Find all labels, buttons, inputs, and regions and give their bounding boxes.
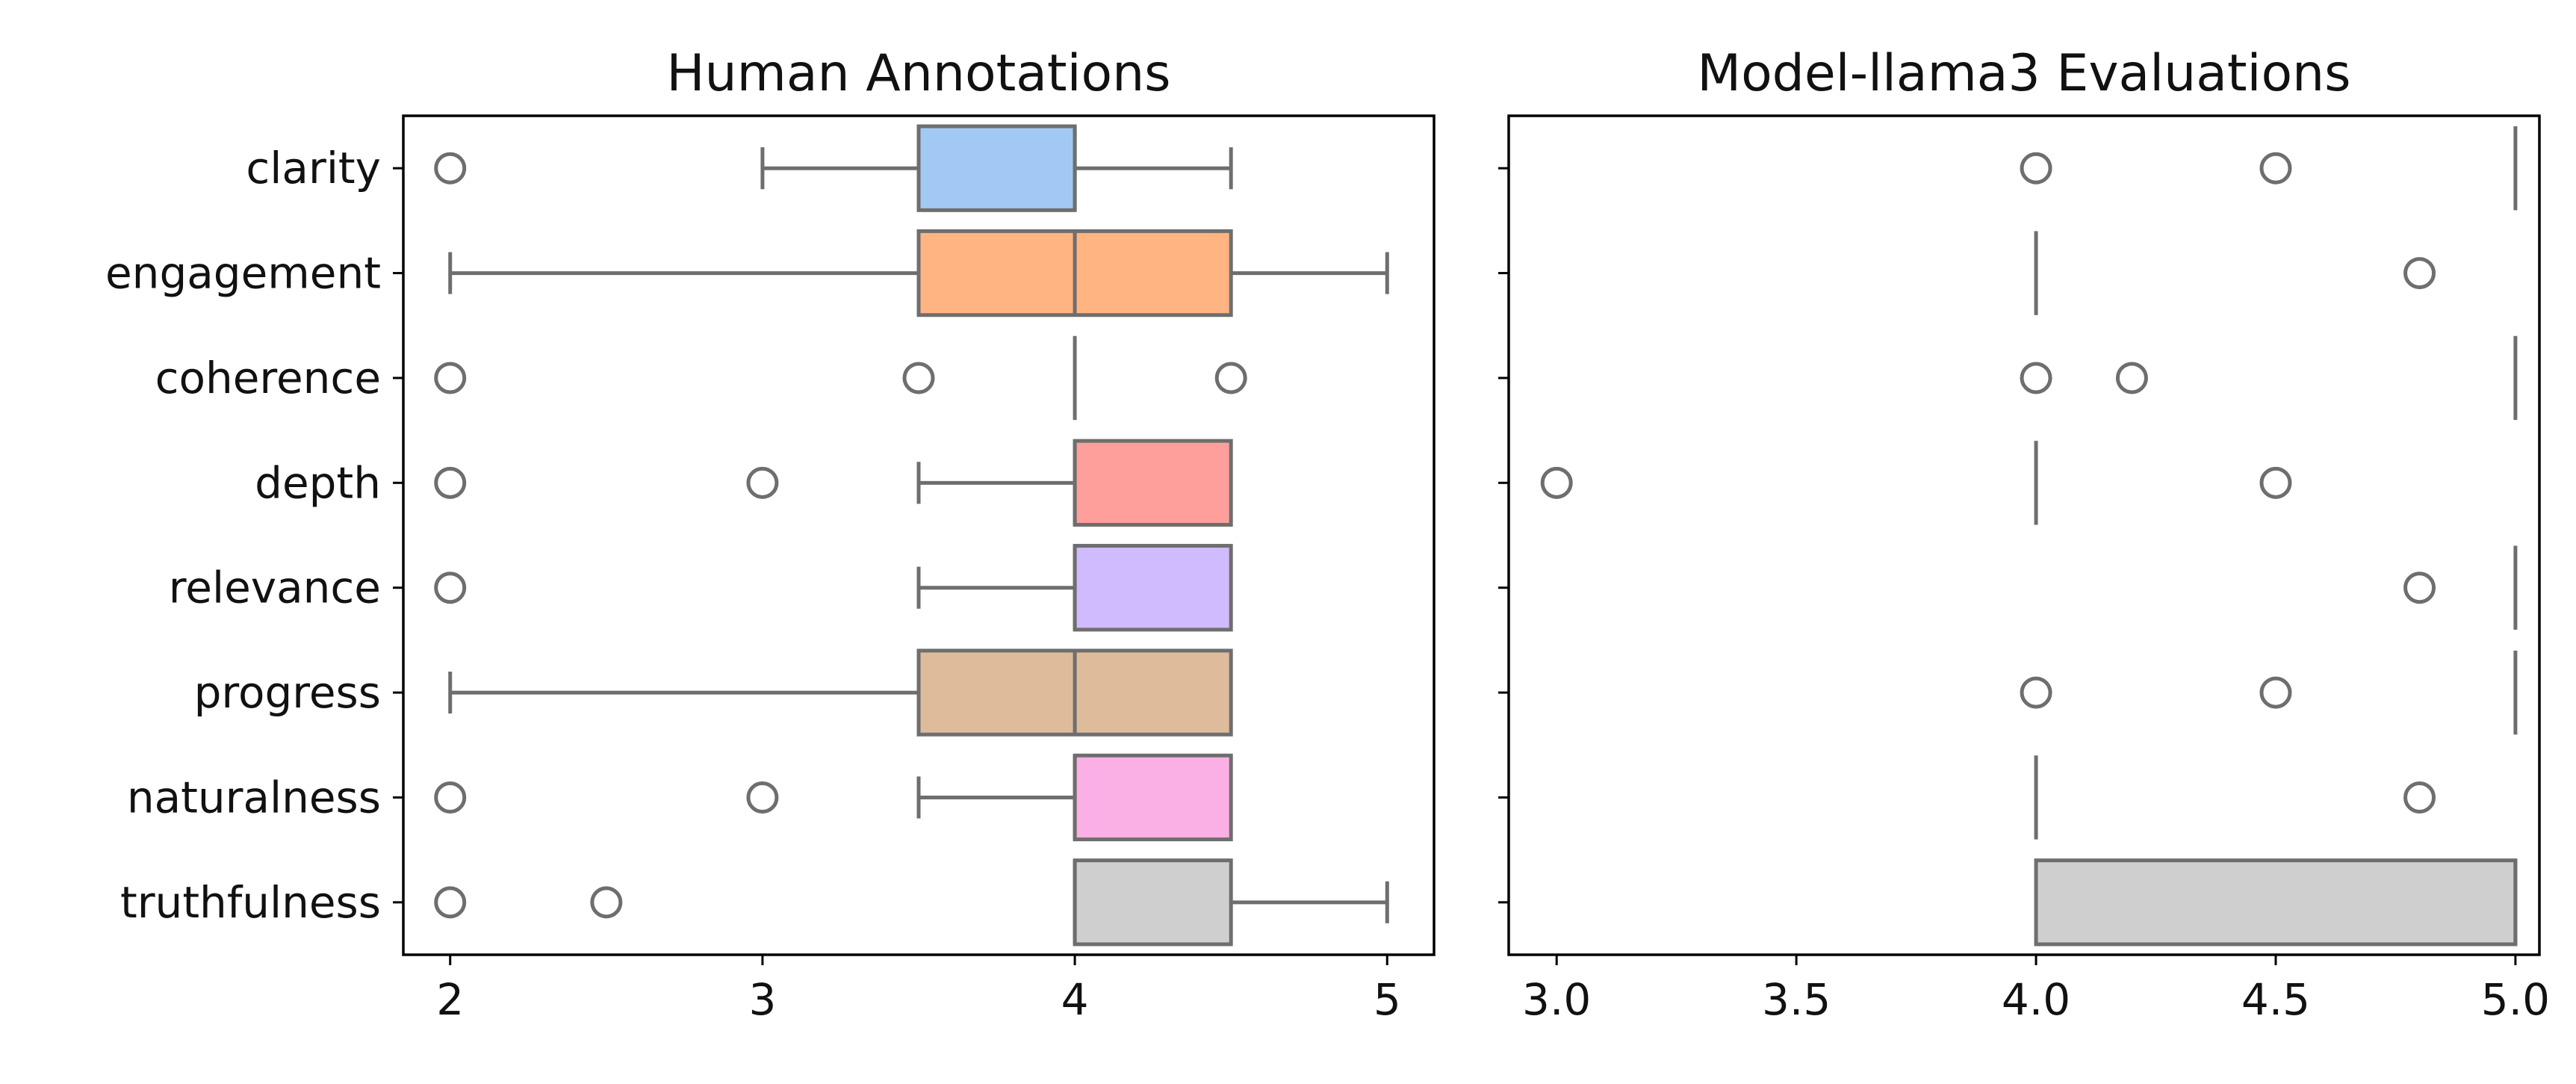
box-body (916, 124, 1077, 212)
outlier-point (1540, 466, 1573, 499)
chart-title: Human Annotations (666, 44, 1170, 103)
box-naturalness (2034, 755, 2436, 840)
x-tick-label: 2 (436, 974, 464, 1025)
outlier-point (2403, 781, 2436, 814)
outlier-point (2259, 676, 2292, 709)
box-engagement (448, 229, 1389, 318)
panel-human-annotations: Human Annotations 2 3 4 5 clarity engagement co… (105, 44, 1436, 1025)
box-clarity (2020, 126, 2518, 211)
box-truthfulness (2034, 858, 2518, 947)
x-tick-label: 5 (1374, 974, 1401, 1025)
box-naturalness (434, 753, 1233, 842)
y-tick-label-truthfulness: truthfulness (120, 877, 381, 928)
box-relevance (434, 544, 1233, 632)
y-tick-label-progress: progress (194, 667, 381, 718)
outlier-point (434, 362, 467, 394)
box-body (1073, 439, 1233, 527)
x-tick-label: 4.0 (2002, 974, 2070, 1025)
outlier-point (2259, 466, 2292, 499)
box-body (1073, 544, 1233, 632)
outlier-point (434, 572, 467, 604)
box-coherence (2020, 335, 2518, 421)
box-depth (1540, 441, 2292, 525)
box-engagement (2034, 231, 2436, 315)
box-body (1073, 858, 1233, 947)
outlier-point (434, 886, 467, 919)
outlier-point (2020, 362, 2052, 394)
x-tick-label: 4.5 (2241, 974, 2310, 1025)
outlier-point (434, 466, 467, 499)
y-tick-label-depth: depth (255, 457, 381, 508)
outlier-point (2115, 362, 2148, 394)
chart-title: Model-llama3 Evaluations (1697, 44, 2350, 103)
box-body (1073, 753, 1233, 842)
y-tick-label-engagement: engagement (105, 248, 381, 299)
outlier-point (1214, 362, 1247, 394)
outlier-point (590, 886, 623, 919)
y-tick-label-coherence: coherence (155, 353, 381, 403)
outlier-point (2020, 152, 2052, 185)
x-tick-label: 3 (748, 974, 776, 1025)
outlier-point (746, 781, 779, 814)
box-truthfulness (434, 858, 1389, 947)
outlier-point (746, 466, 779, 499)
box-depth (434, 439, 1233, 527)
outlier-point (2259, 152, 2292, 185)
box-relevance (2403, 545, 2518, 630)
outlier-point (2403, 257, 2436, 290)
x-tick-label: 4 (1061, 974, 1089, 1025)
axes-frame (402, 114, 1436, 956)
x-tick-label: 3.0 (1522, 974, 1591, 1025)
outlier-point (2020, 676, 2052, 709)
box-clarity (434, 124, 1233, 212)
x-tick-label: 5.0 (2481, 974, 2550, 1025)
x-tick-label: 3.5 (1762, 974, 1831, 1025)
box-coherence (434, 335, 1247, 421)
axes-frame (1507, 114, 2541, 956)
outlier-point (434, 781, 467, 814)
y-tick-label-clarity: clarity (246, 143, 381, 193)
outlier-point (2403, 572, 2436, 604)
outlier-point (902, 362, 935, 394)
box-progress (2020, 650, 2518, 735)
box-body (2034, 858, 2518, 947)
y-tick-label-naturalness: naturalness (127, 772, 381, 823)
outlier-point (434, 152, 467, 185)
box-progress (448, 648, 1233, 737)
panel-model-llama3-evaluations: Model-llama3 Evaluations 3.0 3.5 4.0 4.5 5.0 (1498, 44, 2550, 1025)
y-tick-label-relevance: relevance (169, 563, 381, 613)
